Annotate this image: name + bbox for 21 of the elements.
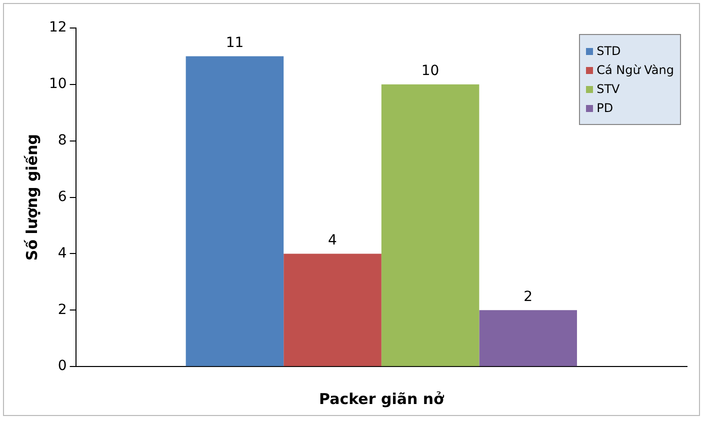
bar [284, 254, 382, 366]
y-tick-label: 8 [58, 132, 67, 149]
legend-label: PD [596, 101, 614, 115]
legend-label: STD [596, 44, 621, 58]
x-axis-title: Packer giãn nở [318, 390, 445, 408]
data-label: 4 [328, 232, 338, 248]
y-tick-label: 12 [48, 20, 67, 36]
bar [381, 84, 480, 366]
data-label: 2 [524, 288, 533, 305]
y-tick-label: 6 [58, 188, 67, 205]
data-label: 11 [226, 34, 244, 51]
bar [479, 310, 577, 366]
y-tick-label: 0 [58, 358, 67, 374]
y-tick-label: 2 [58, 302, 67, 318]
legend-label: Cá Ngừ Vàng [596, 63, 674, 77]
legend-label: STV [596, 82, 620, 96]
y-tick-label: 10 [48, 76, 67, 92]
data-label: 10 [421, 63, 440, 80]
bar [186, 56, 284, 366]
y-axis-title: Số lượng giếng [22, 134, 41, 261]
y-tick-label: 4 [58, 245, 67, 262]
